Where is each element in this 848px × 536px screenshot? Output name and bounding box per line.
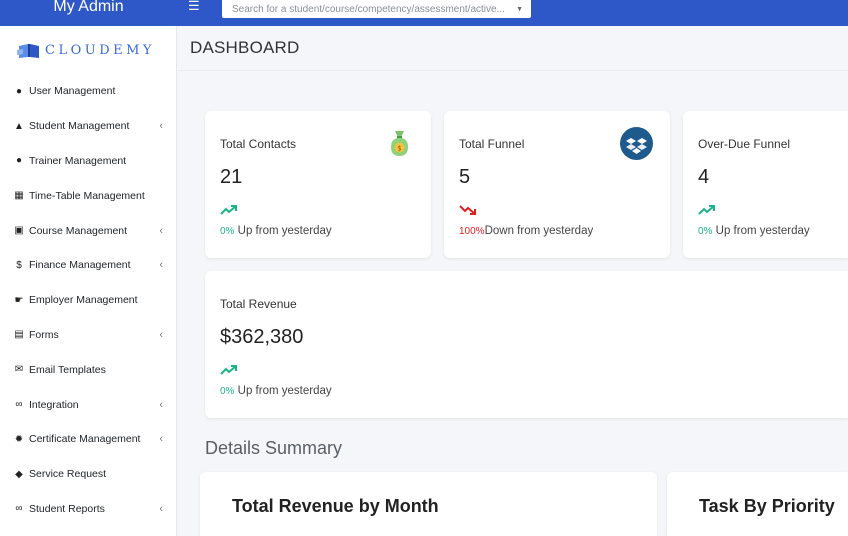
sidebar-item-label: User Management [29, 85, 116, 98]
sidebar-item-employer-management[interactable]: ☛ Employer Management [0, 283, 177, 318]
stat-label: Over-Due Funnel [698, 137, 791, 151]
sidebar-item-student-management[interactable]: ▲ Student Management ‹ [0, 109, 177, 144]
sidebar-item-label: Course Management [29, 224, 128, 237]
sidebar: CLOUDEMY ● User Management ▲ Student Man… [0, 26, 177, 536]
sidebar-item-email-templates[interactable]: ✉ Email Templates [0, 352, 177, 387]
svg-text:$: $ [397, 145, 401, 153]
ticket-icon: ◆ [15, 468, 23, 480]
sidebar-item-label: Trainer Management [29, 154, 127, 167]
sidebar-item-service-request[interactable]: ◆ Service Request [0, 457, 177, 492]
stat-card-total-revenue: Total Revenue $362,380 0% Up from yester… [205, 271, 848, 418]
logo-text: CLOUDEMY [45, 42, 155, 58]
sidebar-item-label: Finance Management [29, 259, 131, 272]
stat-value: 21 [220, 166, 243, 188]
chevron-left-icon: ‹ [159, 502, 163, 515]
stat-card-overdue-funnel: Over-Due Funnel 4 0% Up from yesterday [683, 111, 848, 258]
search-input[interactable] [232, 3, 513, 15]
users-icon: ● [15, 85, 23, 97]
calendar-icon: ▦ [14, 190, 24, 202]
certificate-icon: ✹ [14, 433, 24, 445]
header-divider [178, 70, 848, 71]
trend-up-icon [220, 365, 237, 375]
section-title-details-summary: Details Summary [205, 438, 343, 458]
stat-value: 4 [698, 166, 710, 188]
stat-change-percent: 0% [220, 226, 235, 237]
stat-change-percent: 0% [698, 226, 713, 237]
sidebar-item-label: Email Templates [29, 363, 106, 376]
sidebar-item-course-management[interactable]: ▣ Course Management ‹ [0, 213, 177, 248]
sidebar-item-integration[interactable]: ∞ Integration ‹ [0, 387, 177, 422]
stat-change-text: Up from yesterday [237, 385, 332, 397]
stat-card-total-funnel: Total Funnel 5 100%Down from yesterday [444, 111, 670, 258]
stat-change: 0% Up from yesterday [220, 225, 332, 237]
sidebar-item-label: Student Reports [29, 502, 105, 515]
stat-change: 0% Up from yesterday [698, 225, 810, 237]
global-search[interactable]: ▼ [222, 0, 531, 18]
chevron-left-icon: ‹ [159, 328, 163, 341]
sidebar-item-student-reports[interactable]: ∞ Student Reports ‹ [0, 492, 177, 527]
panel-title: Total Revenue by Month [232, 496, 439, 516]
stat-label: Total Contacts [220, 137, 297, 151]
dollar-icon: $ [16, 259, 22, 271]
chevron-left-icon: ‹ [159, 398, 163, 411]
stat-label: Total Revenue [220, 297, 297, 311]
trend-down-icon [459, 205, 476, 215]
sidebar-item-timetable-management[interactable]: ▦ Time-Table Management [0, 178, 177, 213]
graduation-cap-icon: ▲ [14, 120, 24, 132]
copy-icon: ▣ [14, 225, 24, 237]
sidebar-item-user-management[interactable]: ● User Management [0, 74, 177, 109]
file-icon: ▤ [14, 329, 24, 341]
sidebar-item-forms[interactable]: ▤ Forms ‹ [0, 318, 177, 353]
money-bag-icon: $ [391, 131, 408, 156]
sidebar-item-certificate-management[interactable]: ✹ Certificate Management ‹ [0, 422, 177, 457]
stat-value: 5 [459, 166, 471, 188]
stat-change-percent: 100% [459, 226, 485, 237]
hamburger-menu-icon[interactable]: ☰ [188, 0, 200, 13]
envelope-icon: ✉ [14, 364, 24, 376]
trend-up-icon [698, 205, 715, 215]
logo[interactable]: CLOUDEMY [17, 40, 155, 60]
sidebar-item-label: Forms [29, 328, 59, 341]
page-title: DASHBOARD [190, 38, 300, 57]
sidebar-item-finance-management[interactable]: $ Finance Management ‹ [0, 248, 177, 283]
stat-change: 100%Down from yesterday [459, 225, 593, 237]
sidebar-item-label: Service Request [29, 468, 107, 481]
sidebar-item-label: Time-Table Management [29, 189, 145, 202]
hand-point-icon: ☛ [14, 294, 24, 306]
chevron-left-icon: ‹ [159, 259, 163, 272]
trend-up-icon [220, 205, 237, 215]
link-icon: ∞ [15, 399, 23, 411]
sidebar-menu: ● User Management ▲ Student Management ‹… [0, 74, 177, 526]
panel-total-revenue-by-month: Total Revenue by Month [200, 472, 657, 536]
chevron-down-icon[interactable]: ▼ [516, 5, 523, 13]
users-icon: ● [15, 155, 23, 167]
stat-value: $362,380 [220, 326, 304, 348]
stat-change-text: Down from yesterday [484, 225, 594, 237]
sidebar-item-label: Integration [29, 398, 79, 411]
sidebar-item-label: Certificate Management [29, 433, 141, 446]
sidebar-item-trainer-management[interactable]: ● Trainer Management [0, 144, 177, 179]
stat-change-text: Up from yesterday [715, 225, 810, 237]
stat-card-total-contacts: Total Contacts $ 21 0% Up from yesterday [205, 111, 431, 258]
stat-change-text: Up from yesterday [237, 225, 332, 237]
stat-change-percent: 0% [220, 386, 235, 397]
sidebar-item-label: Employer Management [29, 294, 138, 307]
link-icon: ∞ [15, 503, 23, 515]
chevron-left-icon: ‹ [159, 433, 163, 446]
chevron-left-icon: ‹ [159, 120, 163, 133]
book-logo-icon [17, 44, 39, 58]
panel-task-by-priority: Task By Priority [667, 472, 848, 536]
brand-title[interactable]: My Admin [53, 0, 124, 15]
top-navbar: My Admin ☰ ▼ [0, 0, 848, 26]
chevron-left-icon: ‹ [159, 224, 163, 237]
stat-label: Total Funnel [459, 137, 525, 151]
stat-change: 0% Up from yesterday [220, 385, 332, 397]
sidebar-item-label: Student Management [29, 120, 130, 133]
dropbox-icon [620, 127, 653, 160]
panel-title: Task By Priority [699, 496, 835, 516]
